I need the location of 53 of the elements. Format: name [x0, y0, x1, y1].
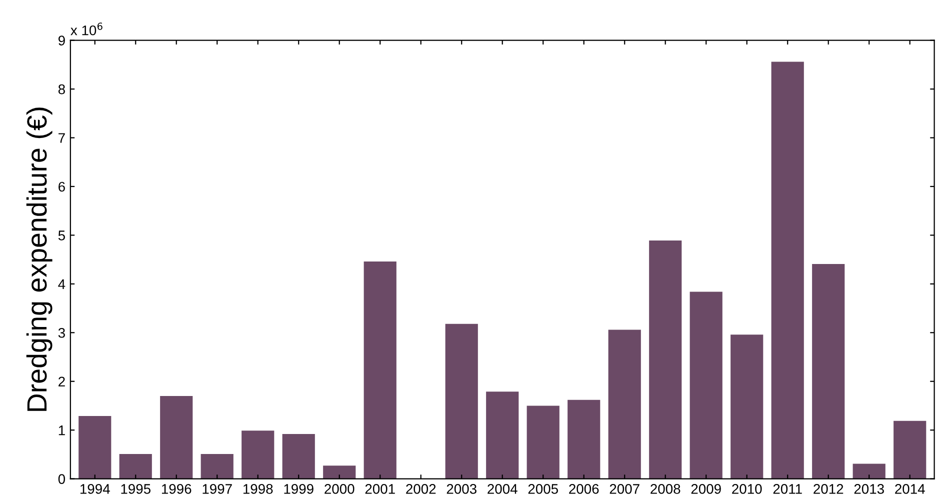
y-tick-label: 3 [58, 328, 65, 338]
bar [282, 434, 315, 479]
y-tick-label: 9 [58, 36, 65, 46]
x-tick-label: 2013 [854, 484, 884, 494]
bar [812, 264, 845, 479]
bar [730, 334, 764, 479]
x-tick-label: 2002 [406, 484, 436, 494]
bar [568, 400, 600, 479]
x-tick-label: 2012 [814, 484, 844, 494]
bar [119, 454, 152, 479]
bar [200, 454, 234, 479]
y-tick-label: 2 [58, 376, 65, 386]
y-tick-label: 8 [58, 84, 65, 94]
x-tick-label: 2004 [488, 484, 518, 494]
x-tick-label: 2014 [895, 484, 925, 494]
bar [771, 62, 804, 479]
bar [894, 420, 926, 479]
x-tick-label: 2005 [528, 484, 558, 494]
x-tick-label: 2010 [732, 484, 762, 494]
bar [242, 430, 274, 479]
x-tick-label: 1994 [80, 484, 110, 494]
bar [649, 240, 682, 479]
x-tick-label: 2003 [446, 484, 476, 494]
x-tick-label: 2007 [610, 484, 640, 494]
x-tick-label: 1997 [202, 484, 232, 494]
y-axis-title: Dredging expenditure (€) [26, 108, 52, 411]
x-tick-label: 1999 [284, 484, 314, 494]
x-tick-label: 2011 [773, 484, 802, 494]
y-tick-label: 7 [58, 133, 65, 143]
bar [852, 464, 886, 479]
bar [160, 396, 193, 479]
x-tick-label: 2008 [650, 484, 680, 494]
x-tick-label: 2001 [365, 484, 395, 494]
bar [323, 466, 356, 479]
x-tick-label: 2006 [569, 484, 599, 494]
y-tick-label: 0 [58, 474, 66, 484]
x-tick-label: 2009 [691, 484, 721, 494]
y-tick-label: 4 [58, 279, 66, 289]
x-tick-label: 2000 [324, 484, 354, 494]
x-tick-label: 1995 [121, 484, 150, 494]
y-tick-label: 6 [58, 182, 65, 192]
bar [364, 262, 396, 479]
text: x 10$^{6}$ [70, 22, 102, 36]
y-tick-label: 5 [58, 230, 65, 240]
bar [608, 330, 641, 479]
bar [445, 324, 478, 479]
bar [690, 292, 722, 479]
bar [486, 392, 519, 479]
y-tick-label: 1 [58, 426, 65, 436]
bar [78, 416, 112, 479]
x-tick-label: 1996 [162, 484, 192, 494]
bar [526, 406, 560, 479]
x-tick-label: 1998 [243, 484, 273, 494]
